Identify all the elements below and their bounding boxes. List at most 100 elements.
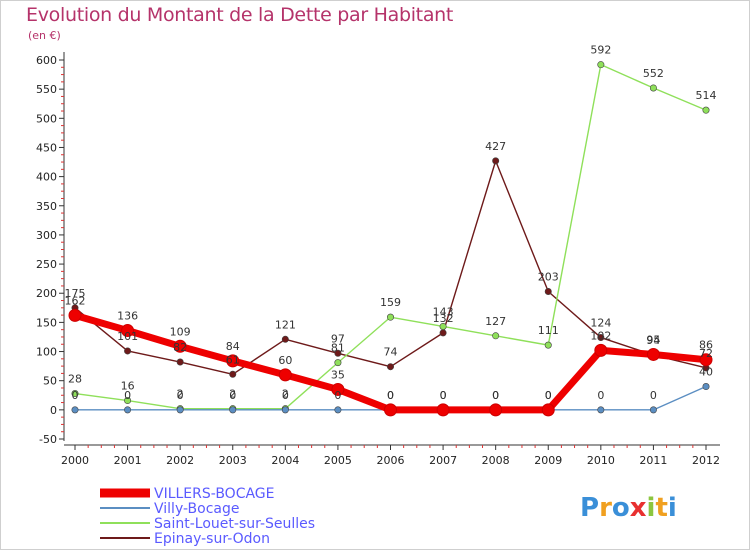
- data-point-epinay-sur-odon: [229, 370, 237, 378]
- data-label-epinay-sur-odon: 121: [275, 318, 296, 331]
- data-label-epinay-sur-odon: 72: [699, 347, 713, 360]
- data-point-epinay-sur-odon: [544, 287, 552, 295]
- data-point-epinay-sur-odon: [176, 358, 184, 366]
- data-label-villers-bocage: 136: [117, 310, 138, 323]
- legend-label-saint-louet-sur-seulles: Saint-Louet-sur-Seulles: [154, 516, 315, 532]
- data-label-saint-louet-sur-seulles: 81: [331, 342, 345, 355]
- data-label-villy-bocage: 0: [545, 389, 552, 402]
- y-tick-label: 600: [36, 54, 57, 67]
- data-label-villers-bocage: 0: [440, 389, 447, 402]
- y-tick-label: 400: [36, 171, 57, 184]
- data-point-villers-bocage: [489, 403, 503, 417]
- data-point-villy-bocage: [176, 406, 184, 414]
- data-label-villers-bocage: 35: [331, 368, 345, 381]
- y-tick-label: 0: [50, 404, 57, 417]
- data-point-saint-louet-sur-seulles: [544, 341, 552, 349]
- data-point-villers-bocage: [331, 382, 345, 396]
- data-label-villy-bocage: 0: [440, 389, 447, 402]
- data-point-saint-louet-sur-seulles: [124, 397, 132, 405]
- data-point-villy-bocage: [229, 406, 237, 414]
- data-label-villy-bocage: 0: [282, 389, 289, 402]
- data-label-epinay-sur-odon: 97: [331, 332, 345, 345]
- data-point-saint-louet-sur-seulles: [492, 332, 500, 340]
- legend-label-villers-bocage: VILLERS-BOCAGE: [154, 486, 275, 502]
- x-tick-label: 2008: [482, 454, 510, 467]
- data-label-saint-louet-sur-seulles: 127: [485, 315, 506, 328]
- data-label-saint-louet-sur-seulles: 16: [121, 380, 135, 393]
- x-tick-label: 2012: [692, 454, 720, 467]
- data-label-epinay-sur-odon: 124: [590, 317, 611, 330]
- data-point-villers-bocage: [226, 354, 240, 368]
- y-tick-label: 50: [43, 375, 57, 388]
- x-tick-label: 2000: [61, 454, 89, 467]
- y-tick-label: 500: [36, 112, 57, 125]
- data-point-villers-bocage: [173, 339, 187, 353]
- data-label-villy-bocage: 0: [334, 389, 341, 402]
- data-label-villers-bocage: 95: [646, 333, 660, 346]
- data-point-villers-bocage: [384, 403, 397, 417]
- data-point-epinay-sur-odon: [597, 334, 605, 342]
- chart-legend: VILLERS-BOCAGEVilly-BocageSaint-Louet-su…: [100, 486, 315, 547]
- data-label-epinay-sur-odon: 203: [538, 270, 559, 283]
- data-label-saint-louet-sur-seulles: 2: [229, 388, 236, 401]
- data-point-epinay-sur-odon: [124, 347, 132, 355]
- data-point-villy-bocage: [281, 406, 289, 414]
- data-label-saint-louet-sur-seulles: 2: [282, 388, 289, 401]
- y-tick-label: -50: [39, 433, 57, 446]
- data-point-villy-bocage: [597, 406, 605, 414]
- data-point-saint-louet-sur-seulles: [597, 61, 605, 69]
- y-tick-label: 200: [36, 287, 57, 300]
- data-label-epinay-sur-odon: 101: [117, 330, 138, 343]
- y-tick-label: 250: [36, 258, 57, 271]
- data-label-epinay-sur-odon: 427: [485, 140, 506, 153]
- data-point-villers-bocage: [541, 403, 555, 417]
- data-label-epinay-sur-odon: 132: [433, 312, 454, 325]
- chart-title: Evolution du Montant de la Dette par Hab…: [26, 4, 454, 26]
- data-point-epinay-sur-odon: [439, 329, 447, 337]
- x-tick-label: 2009: [534, 454, 562, 467]
- data-label-villers-bocage: 0: [545, 389, 552, 402]
- data-label-saint-louet-sur-seulles: 143: [433, 305, 454, 318]
- x-tick-label: 2006: [377, 454, 405, 467]
- data-label-villers-bocage: 0: [492, 389, 499, 402]
- data-label-villy-bocage: 0: [72, 389, 79, 402]
- data-label-saint-louet-sur-seulles: 159: [380, 296, 401, 309]
- data-label-saint-louet-sur-seulles: 552: [643, 67, 664, 80]
- data-point-saint-louet-sur-seulles: [386, 313, 394, 321]
- data-label-villers-bocage: 86: [699, 339, 713, 352]
- data-point-villers-bocage: [121, 324, 135, 338]
- proxiti-logo: Proxiti: [580, 493, 677, 523]
- data-point-saint-louet-sur-seulles: [439, 322, 447, 330]
- x-tick-label: 2002: [166, 454, 194, 467]
- y-tick-label: 100: [36, 346, 57, 359]
- data-label-villy-bocage: 0: [650, 389, 657, 402]
- chart-unit-label: (en €): [28, 29, 61, 42]
- data-point-villy-bocage: [702, 383, 710, 391]
- x-tick-label: 2007: [429, 454, 457, 467]
- data-point-epinay-sur-odon: [281, 335, 289, 343]
- data-point-villy-bocage: [124, 406, 132, 414]
- data-label-villy-bocage: 0: [597, 389, 604, 402]
- data-label-villers-bocage: 162: [65, 294, 86, 307]
- data-label-villers-bocage: 84: [226, 340, 240, 353]
- x-tick-label: 2005: [324, 454, 352, 467]
- chart-series-layer: [68, 61, 713, 417]
- data-point-villers-bocage: [594, 343, 608, 357]
- data-label-villy-bocage: 0: [387, 389, 394, 402]
- data-point-epinay-sur-odon: [386, 363, 394, 371]
- data-label-villy-bocage: 0: [229, 389, 236, 402]
- logo-text: Proxiti: [580, 493, 677, 523]
- x-tick-label: 2004: [271, 454, 299, 467]
- data-point-epinay-sur-odon: [334, 349, 342, 357]
- data-point-saint-louet-sur-seulles: [334, 359, 342, 367]
- data-point-saint-louet-sur-seulles: [649, 84, 657, 92]
- data-point-epinay-sur-odon: [492, 157, 500, 165]
- y-tick-label: 300: [36, 229, 57, 242]
- data-label-saint-louet-sur-seulles: 592: [590, 44, 611, 57]
- data-label-epinay-sur-odon: 94: [646, 334, 660, 347]
- legend-label-epinay-sur-odon: Epinay-sur-Odon: [154, 531, 270, 547]
- x-tick-label: 2001: [114, 454, 142, 467]
